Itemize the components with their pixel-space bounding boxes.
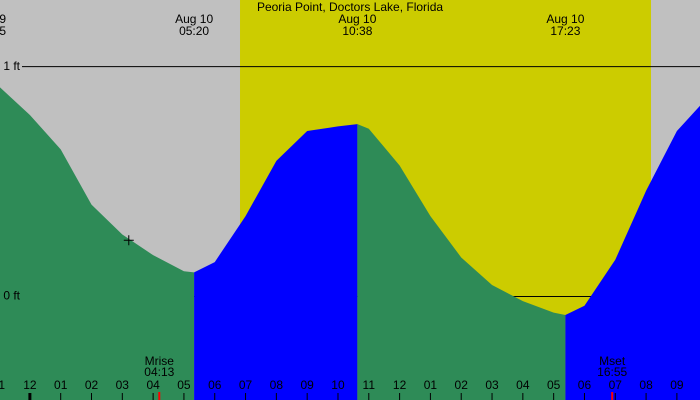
x-tick-label: 04: [516, 378, 530, 392]
x-tick-label: 06: [208, 378, 222, 392]
x-tick-label: 12: [393, 378, 407, 392]
x-tick-label: 04: [146, 378, 160, 392]
x-tick-label: 08: [639, 378, 653, 392]
x-tick-label: 12: [23, 378, 37, 392]
x-tick-label: 06: [578, 378, 592, 392]
event-date: 9: [0, 12, 6, 26]
x-tick-label: 11: [363, 378, 376, 392]
x-tick-label: 1: [0, 378, 5, 392]
event-date: Aug 10: [175, 12, 213, 26]
x-tick-label: 07: [239, 378, 253, 392]
falling-tide-area: [0, 87, 195, 400]
y-tick-label: 0 ft: [3, 289, 20, 303]
event-time: 5: [0, 24, 6, 38]
x-tick-label: 10: [331, 378, 345, 392]
x-tick-label: 02: [455, 378, 469, 392]
event-date: Aug 10: [338, 12, 376, 26]
current-marker: [123, 235, 134, 246]
rising-tide-area: [194, 124, 358, 400]
falling-tide-area: [357, 124, 566, 400]
y-tick-label: 1 ft: [3, 59, 20, 73]
moon-event-name: Mset: [599, 354, 626, 368]
event-date: Aug 10: [546, 12, 584, 26]
x-tick-label: 01: [424, 378, 438, 392]
area-layer: [0, 87, 700, 400]
moon-event-time: 16:55: [597, 365, 627, 379]
x-tick-label: 03: [116, 378, 130, 392]
event-time: 10:38: [342, 24, 372, 38]
x-tick-label: 01: [54, 378, 68, 392]
x-tick-label: 05: [547, 378, 561, 392]
x-tick-label: 09: [300, 378, 314, 392]
rising-tide-area: [565, 105, 700, 400]
x-tick-label: 05: [177, 378, 191, 392]
x-tick-label: 07: [609, 378, 623, 392]
event-time: 05:20: [179, 24, 209, 38]
x-tick-label: 03: [485, 378, 499, 392]
x-tick-label: 09: [670, 378, 684, 392]
x-tick-label: 02: [85, 378, 99, 392]
event-time: 17:23: [550, 24, 580, 38]
moon-event-time: 04:13: [144, 365, 174, 379]
chart-title: Peoria Point, Doctors Lake, Florida: [257, 0, 443, 14]
moon-event-name: Mrise: [145, 354, 175, 368]
x-tick-label: 08: [270, 378, 284, 392]
